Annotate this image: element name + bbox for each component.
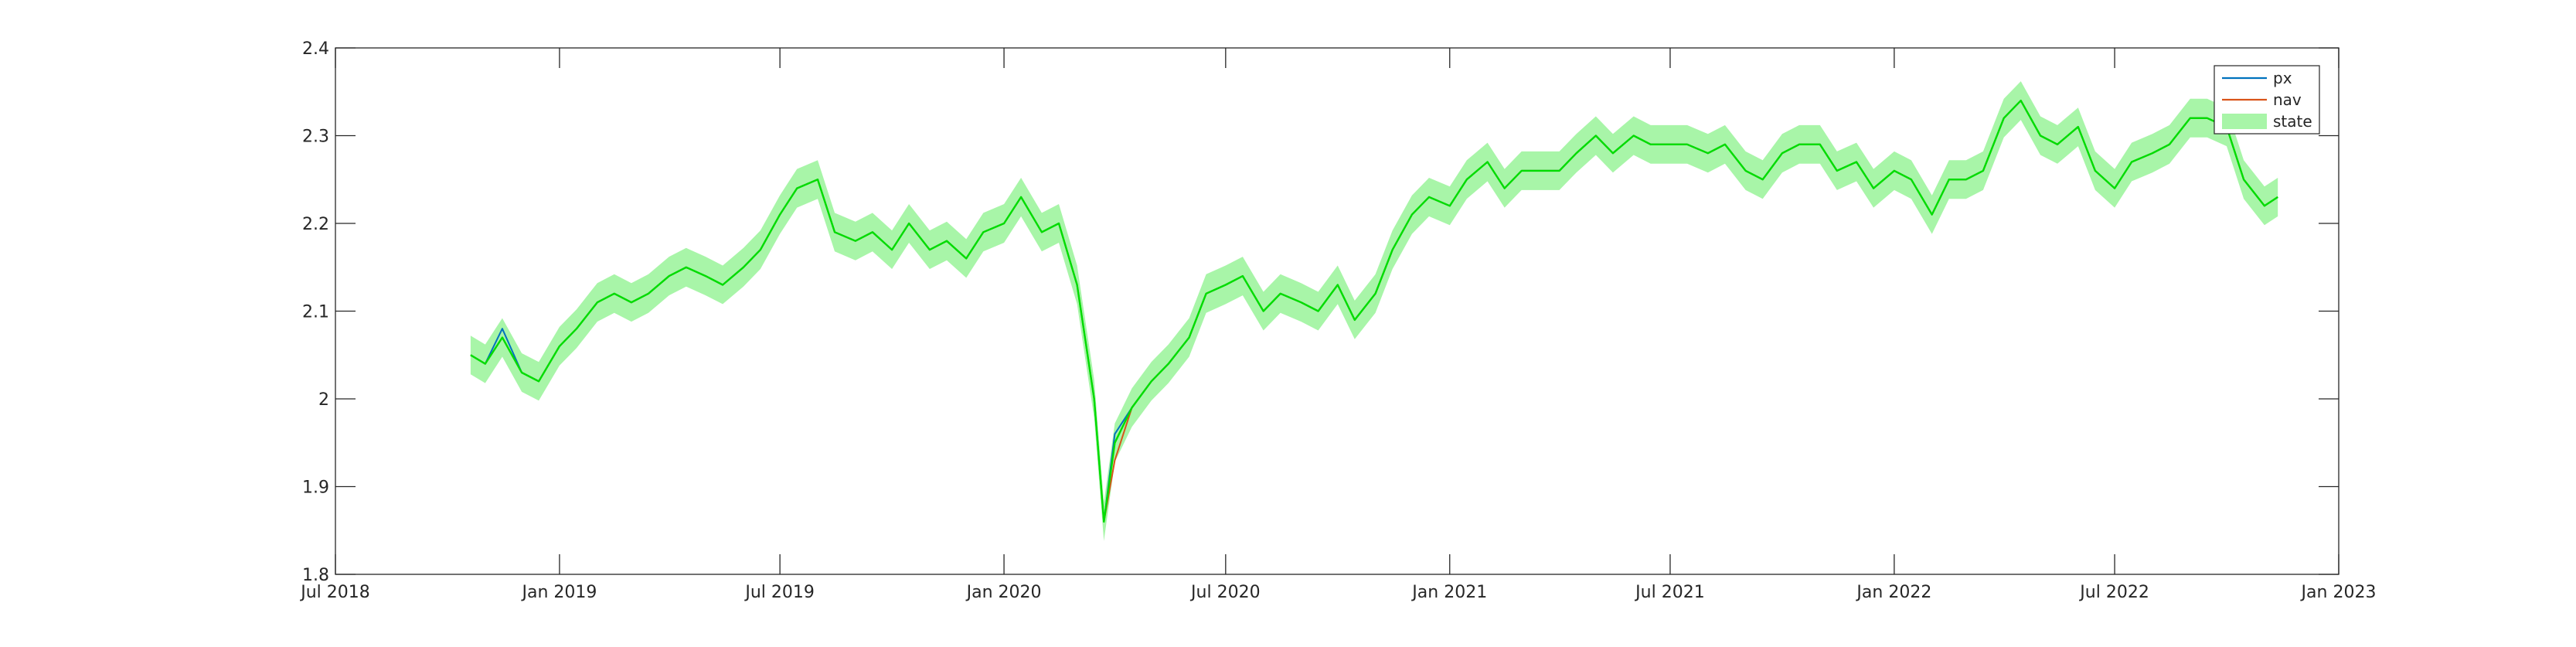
series-line-state <box>470 99 2278 523</box>
x-tick-label: Jul 2022 <box>2078 583 2149 602</box>
x-tick-label: Jul 2018 <box>299 583 370 602</box>
x-tick-label: Jan 2019 <box>520 583 597 602</box>
x-tick-label: Jan 2021 <box>1411 583 1487 602</box>
legend-label-state: state <box>2273 112 2312 131</box>
legend-label-nav: nav <box>2273 90 2302 109</box>
y-tick-label: 2.4 <box>302 39 329 59</box>
y-tick-label: 1.8 <box>302 566 329 585</box>
y-tick-label: 2.3 <box>302 128 329 147</box>
y-tick-label: 2 <box>318 390 329 410</box>
axes: Jul 2018 Jan 2019 Jul 2019 Jan 2020 Jul 2020… <box>299 39 2376 602</box>
x-tick-label: Jul 2021 <box>1634 583 1705 602</box>
x-tick-label: Jan 2020 <box>965 583 1042 602</box>
y-tick-label: 2.1 <box>302 303 329 322</box>
legend-swatch-state <box>2222 114 2267 129</box>
x-tick-label: Jul 2020 <box>1189 583 1261 602</box>
x-tick-label: Jan 2023 <box>2300 583 2377 602</box>
plot-area <box>335 48 2339 574</box>
legend-label-px: px <box>2273 69 2292 87</box>
x-tick-label: Jan 2022 <box>1855 583 1931 602</box>
x-tick-label: Jul 2019 <box>744 583 815 602</box>
legend: px nav state <box>2214 65 2320 135</box>
data-layer <box>470 81 2278 541</box>
y-tick-label: 1.9 <box>302 478 329 498</box>
state-confidence-band <box>470 81 2278 541</box>
y-tick-label: 2.2 <box>302 215 329 234</box>
